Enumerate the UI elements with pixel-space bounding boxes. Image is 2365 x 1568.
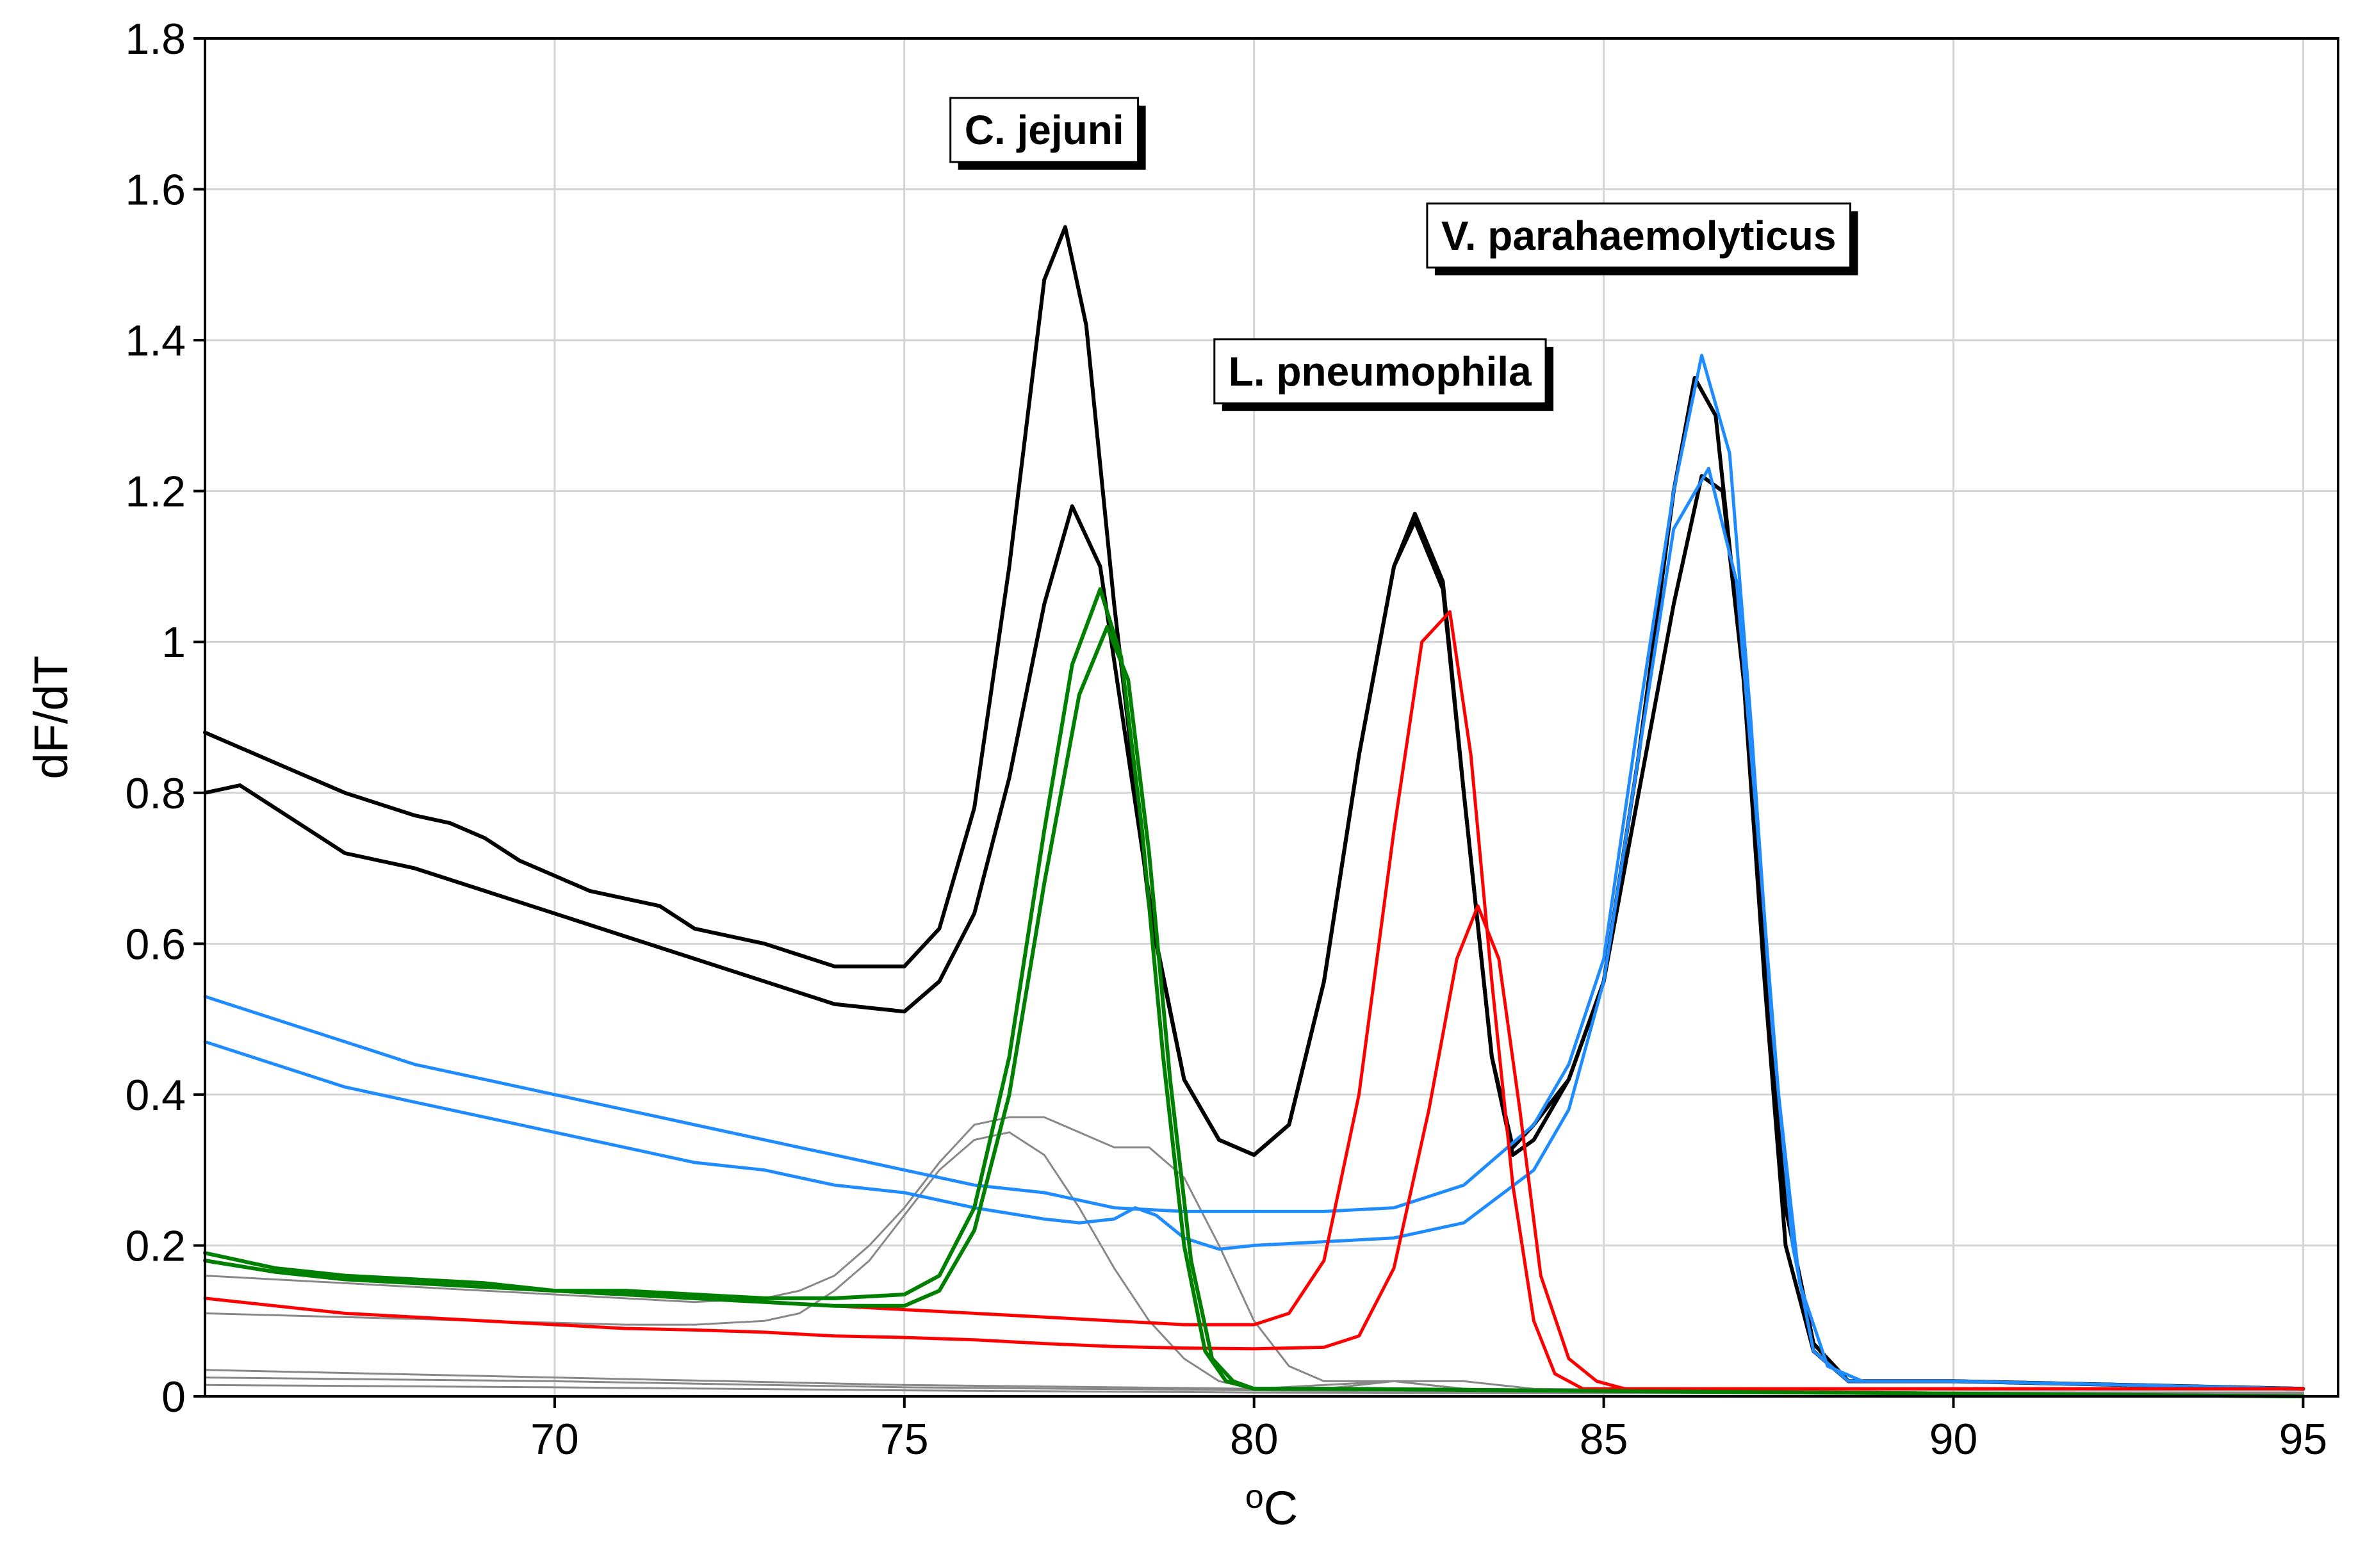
- annotation-label: V. parahaemolyticus: [1426, 202, 1858, 275]
- series-layer: [203, 225, 2305, 1398]
- x-tick-label: 75: [880, 1415, 929, 1464]
- annotation-text: L. pneumophila: [1229, 348, 1532, 395]
- y-tick-label: 0: [161, 1373, 186, 1421]
- x-axis-label-base: C: [1264, 1482, 1298, 1535]
- y-tick-label: 1.8: [125, 15, 186, 63]
- series-gray-1: [204, 1116, 2304, 1398]
- y-tick-label: 0.8: [125, 769, 186, 818]
- y-tick-label: 1.4: [125, 316, 186, 365]
- x-tick-label: 70: [530, 1415, 579, 1464]
- annotation-box: [949, 97, 1140, 163]
- annotations: C. jejuni L. pneumophila V. parahaemolytic…: [949, 97, 1858, 411]
- annotation-label: L. pneumophila: [1213, 338, 1554, 411]
- y-tick-label: 1.6: [125, 166, 186, 215]
- y-axis-label: dF/dT: [24, 655, 78, 779]
- series-green-2: [203, 625, 2305, 1398]
- y-tick-label: 1.2: [125, 468, 186, 516]
- plot-frame: [204, 37, 2339, 1398]
- y-tick-label: 0.6: [125, 920, 186, 968]
- series-green-1: [203, 587, 2305, 1398]
- annotation-label: C. jejuni: [949, 97, 1146, 170]
- series-red-2: [203, 904, 2305, 1391]
- y-tick-label: 0.2: [125, 1221, 186, 1270]
- x-axis-label-superscript: o: [1245, 1478, 1264, 1515]
- annotation-box: [1213, 338, 1547, 405]
- series-blue-2: [203, 466, 2305, 1391]
- annotation-box: [1426, 202, 1851, 269]
- y-tick-label: 0.4: [125, 1071, 186, 1120]
- tick-labels: 70 75 80 85 90 95 0 0.2 0.4 0.6 0.8 1 1.2 1.4 1.6 1.8: [125, 15, 2327, 1464]
- y-tick-label: 1: [161, 618, 186, 667]
- x-axis-label: oC: [1245, 1478, 1298, 1535]
- x-tick-label: 95: [2279, 1415, 2328, 1464]
- x-tick-label: 90: [1929, 1415, 1978, 1464]
- x-tick-label: 85: [1580, 1415, 1628, 1464]
- x-tick-label: 80: [1230, 1415, 1279, 1464]
- annotation-text: C. jejuni: [965, 107, 1124, 153]
- annotation-text: V. parahaemolyticus: [1441, 213, 1837, 259]
